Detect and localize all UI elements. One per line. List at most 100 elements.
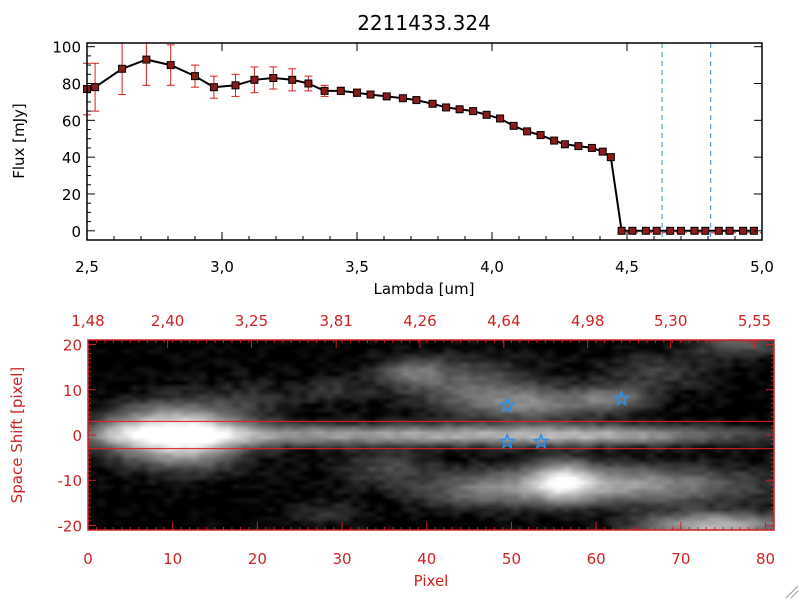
data-point: [288, 75, 297, 84]
y-tick-label: 20: [62, 186, 81, 204]
data-point: [725, 226, 734, 235]
pixel-tick-label: 50: [502, 550, 521, 568]
pixel-tick-label: 10: [163, 550, 182, 568]
data-point: [191, 72, 199, 81]
star-marker: [498, 432, 516, 450]
shift-tick-label: 20: [63, 337, 82, 355]
pixel-tick-label: 40: [417, 550, 436, 568]
data-point: [166, 61, 175, 70]
x-tick-label: 3,5: [345, 258, 369, 276]
data-point: [250, 75, 259, 84]
y-tick-label: 40: [62, 149, 81, 167]
data-point: [690, 226, 699, 235]
spectrum-panel: 2211433.324 2,5 3,0 3,5 4,0 4,5 5,0 0 20 40 60 80 1…: [10, 11, 774, 298]
data-point: [118, 64, 127, 73]
wavelength-tick-label: 4,26: [403, 312, 436, 330]
wavelength-tick-label: 1,48: [71, 312, 104, 330]
space-shift-axis-label: Space Shift [pixel]: [8, 367, 26, 504]
pixel-axis-label: Pixel: [414, 572, 449, 590]
data-point: [739, 226, 748, 235]
shift-tick-label: 10: [63, 382, 82, 400]
star-marker: [532, 432, 550, 450]
data-point: [628, 226, 637, 235]
pixel-tick-label: 60: [587, 550, 606, 568]
wavelength-tick-label: 3,81: [319, 312, 352, 330]
pixel-tick-label: 80: [756, 550, 775, 568]
x-tick-label: 4,0: [480, 258, 504, 276]
wavelength-tick-label: 5,30: [654, 312, 687, 330]
data-point: [598, 147, 607, 156]
data-point: [641, 226, 650, 235]
data-point: [587, 143, 596, 152]
y-tick-label: 80: [62, 76, 81, 94]
data-point: [428, 99, 437, 108]
y-tick-label: 60: [62, 112, 81, 130]
data-point: [382, 92, 391, 101]
chart-title: 2211433.324: [357, 11, 491, 35]
data-point: [442, 103, 451, 112]
pixel-tick-label: 70: [671, 550, 690, 568]
pixel-tick-label: 30: [333, 550, 352, 568]
data-point: [482, 110, 491, 119]
y-tick-label: 0: [71, 223, 81, 241]
flux-markers: [83, 55, 758, 235]
data-point: [142, 55, 151, 64]
data-point: [666, 226, 675, 235]
wavelength-tick-label: 4,98: [571, 312, 604, 330]
x-tick-label: 4,5: [615, 258, 639, 276]
pixel-tick-label: 0: [83, 550, 93, 568]
data-point: [523, 127, 532, 136]
y-axis-label: Flux [mJy]: [10, 103, 28, 179]
data-point: [320, 86, 329, 95]
heatmap-image: [88, 340, 774, 530]
data-point: [336, 86, 345, 95]
wavelength-tick-label: 3,25: [235, 312, 268, 330]
shift-tick-label: -10: [58, 472, 83, 490]
data-point: [496, 114, 505, 123]
x-tick-label: 3,0: [210, 258, 234, 276]
data-point: [304, 79, 313, 88]
error-bars: [83, 42, 615, 160]
flux-line: [86, 58, 754, 232]
wavelength-tick-label: 4,64: [487, 312, 520, 330]
extraction-lines: [88, 420, 774, 450]
star-marker: [498, 396, 516, 414]
data-point: [469, 107, 478, 116]
data-point: [714, 226, 723, 235]
x-tick-label: 5,0: [750, 258, 774, 276]
data-point: [509, 121, 518, 130]
data-point: [412, 96, 421, 105]
shift-tick-label: 0: [72, 427, 82, 445]
data-point: [560, 140, 569, 149]
data-point: [550, 136, 559, 145]
data-point: [617, 226, 626, 235]
star-marker: [612, 389, 631, 407]
data-point: [353, 88, 361, 97]
y-tick-label: 100: [52, 39, 81, 57]
data-point: [455, 105, 464, 114]
data-point: [652, 226, 661, 235]
pixel-tick-label: 20: [248, 550, 267, 568]
x-tick-label: 2,5: [75, 258, 99, 276]
wavelength-tick-label: 5,55: [738, 312, 771, 330]
shift-tick-label: -20: [58, 517, 83, 535]
spectral-image-panel: 0 10 20 30 40 50 60 70 80 1,48 2,40 3,25 3,81 4,26 4,6…: [8, 312, 775, 590]
data-point: [366, 90, 375, 99]
top-plot-frame: [86, 42, 763, 241]
data-point: [701, 226, 710, 235]
data-point: [91, 83, 100, 92]
data-point: [398, 94, 407, 103]
data-point: [574, 142, 583, 151]
wavelength-tick-label: 2,40: [151, 312, 184, 330]
data-point: [231, 81, 240, 90]
star-markers: [498, 389, 631, 450]
bottom-axis-ticks: 0 10 20 30 40 50 60 70 80 1,48 2,40 3,25 3,81 4,26 4,6…: [58, 312, 776, 568]
top-reference-lines: [627, 43, 762, 240]
data-point: [209, 83, 218, 92]
top-axis-ticks: 2,5 3,0 3,5 4,0 4,5 5,0 0 20 40 60 80 100: [52, 39, 774, 276]
data-point: [536, 131, 545, 140]
data-point: [606, 153, 615, 162]
data-point: [677, 226, 685, 235]
resize-grip[interactable]: [785, 585, 799, 599]
